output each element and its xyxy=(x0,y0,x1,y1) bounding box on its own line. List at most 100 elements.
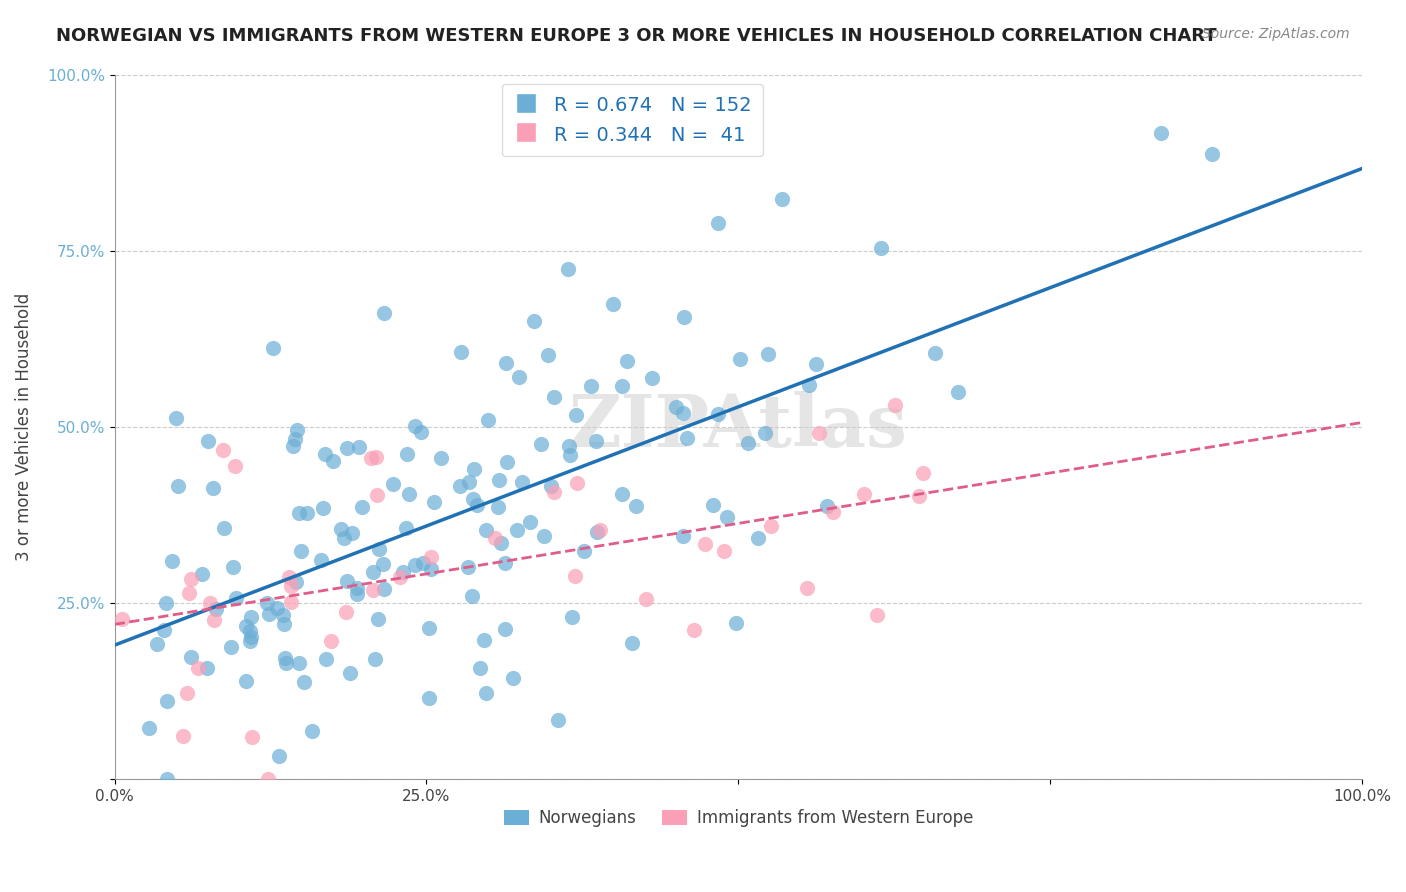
Point xyxy=(461,589,484,603)
Point xyxy=(799,377,821,392)
Point xyxy=(488,474,510,488)
Point xyxy=(747,531,769,545)
Point xyxy=(156,772,179,786)
Point xyxy=(412,556,434,570)
Point xyxy=(465,498,488,512)
Point xyxy=(907,489,929,503)
Point xyxy=(160,554,183,568)
Point xyxy=(418,690,440,705)
Point xyxy=(494,622,516,636)
Point xyxy=(315,652,337,666)
Point xyxy=(716,509,738,524)
Point xyxy=(312,500,335,515)
Point xyxy=(419,550,441,565)
Point xyxy=(240,730,263,744)
Point xyxy=(506,523,529,537)
Point xyxy=(382,477,405,491)
Point xyxy=(172,730,194,744)
Point xyxy=(239,633,262,648)
Point xyxy=(180,573,202,587)
Point xyxy=(924,345,946,359)
Point xyxy=(340,526,363,541)
Point xyxy=(672,406,695,420)
Point xyxy=(665,401,688,415)
Point xyxy=(346,587,368,601)
Legend: Norwegians, Immigrants from Western Europe: Norwegians, Immigrants from Western Euro… xyxy=(496,803,980,834)
Point xyxy=(450,345,472,359)
Point xyxy=(672,528,695,542)
Point xyxy=(602,297,624,311)
Point xyxy=(508,370,530,384)
Point xyxy=(724,616,747,631)
Point xyxy=(292,674,315,689)
Point xyxy=(423,495,446,509)
Point xyxy=(585,524,607,539)
Point xyxy=(804,357,827,371)
Point xyxy=(146,636,169,650)
Point xyxy=(612,379,634,393)
Point xyxy=(335,442,357,456)
Point xyxy=(281,439,304,453)
Point xyxy=(197,434,219,448)
Point xyxy=(363,565,385,579)
Point xyxy=(458,475,481,489)
Point xyxy=(796,581,818,595)
Point xyxy=(364,652,387,666)
Point xyxy=(224,458,246,473)
Point xyxy=(759,519,782,533)
Point xyxy=(332,531,354,545)
Point xyxy=(463,462,485,476)
Point xyxy=(335,605,357,619)
Point xyxy=(477,413,499,427)
Point xyxy=(754,426,776,441)
Point xyxy=(271,608,294,623)
Point xyxy=(641,371,664,385)
Point xyxy=(946,385,969,400)
Point xyxy=(557,439,579,453)
Point xyxy=(373,306,395,320)
Point xyxy=(284,432,307,446)
Point xyxy=(404,558,426,572)
Point xyxy=(543,484,565,499)
Point xyxy=(616,354,638,368)
Point xyxy=(392,565,415,579)
Point xyxy=(489,536,512,550)
Point xyxy=(870,241,893,255)
Point xyxy=(202,482,225,496)
Point xyxy=(449,479,471,493)
Point xyxy=(461,491,484,506)
Point xyxy=(675,431,697,445)
Point xyxy=(278,570,301,584)
Point xyxy=(360,450,382,465)
Point xyxy=(295,507,318,521)
Point xyxy=(713,544,735,558)
Point xyxy=(574,544,596,558)
Point xyxy=(198,596,221,610)
Point xyxy=(626,499,648,513)
Point xyxy=(330,522,353,536)
Point xyxy=(311,553,333,567)
Point xyxy=(808,426,831,441)
Point xyxy=(682,623,704,637)
Point xyxy=(204,602,226,616)
Point xyxy=(257,607,280,621)
Point xyxy=(285,423,308,437)
Point xyxy=(176,686,198,700)
Point xyxy=(821,505,844,519)
Point xyxy=(612,487,634,501)
Point xyxy=(702,498,724,512)
Point xyxy=(770,192,793,206)
Point xyxy=(111,611,134,625)
Point xyxy=(728,351,751,366)
Point xyxy=(371,557,394,571)
Point xyxy=(314,447,336,461)
Point xyxy=(430,451,453,466)
Point xyxy=(672,310,695,324)
Point xyxy=(225,591,247,606)
Point xyxy=(214,521,236,535)
Point xyxy=(486,500,509,514)
Point xyxy=(706,216,728,230)
Point xyxy=(319,633,342,648)
Point xyxy=(530,437,553,451)
Point xyxy=(565,476,588,491)
